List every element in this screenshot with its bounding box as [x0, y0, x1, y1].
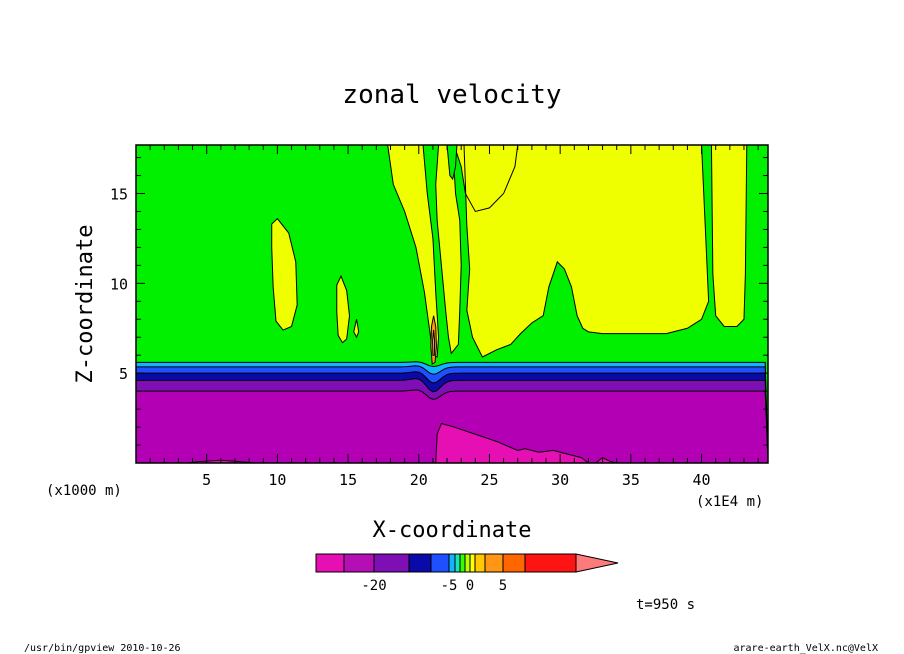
y-tick-label: 10	[110, 275, 128, 293]
region-yellow-blob-15	[353, 319, 360, 339]
colorbar-box	[524, 553, 577, 573]
colorbar-box	[469, 553, 476, 573]
y-axis: 5 10 15	[110, 157, 768, 446]
colorbar-box	[502, 553, 526, 573]
plot-frame	[135, 144, 769, 464]
x-tick-label: 40	[693, 471, 711, 489]
colorbar-tick-label: 5	[499, 578, 507, 594]
contour-plot	[136, 145, 768, 463]
x-tick-label: 35	[622, 471, 640, 489]
colorbar-tick-label: 0	[466, 578, 474, 594]
colorbar-box	[408, 553, 432, 573]
colorbar-box	[343, 553, 375, 573]
y-tick-label: 5	[119, 365, 128, 383]
colorbar	[315, 553, 619, 573]
colorbar-box	[430, 553, 450, 573]
region-yellow-blob-10	[271, 217, 298, 331]
x-tick-label: 15	[339, 471, 357, 489]
x-unit-left: (x1000 m)	[46, 483, 122, 499]
colorbar-box	[464, 553, 471, 573]
colorbar-box	[448, 553, 456, 573]
region-magenta-right	[594, 457, 617, 463]
colorbar-box	[474, 553, 486, 573]
colorbar-box	[373, 553, 410, 573]
colorbar-tick-label: -20	[361, 578, 386, 594]
x-tick-label: 5	[202, 471, 211, 489]
colorbar-box	[484, 553, 504, 573]
chart-title: zonal velocity	[342, 80, 561, 110]
colorbar-box	[459, 553, 466, 573]
footer-right: arare-earth_VelX.nc@VelX	[734, 643, 879, 654]
y-tick-label: 15	[110, 186, 128, 204]
colorbar-box	[315, 553, 345, 573]
x-axis-label: X-coordinate	[373, 518, 532, 543]
time-label: t=950 s	[636, 597, 695, 613]
region-pink-core	[432, 330, 436, 356]
colorbar-tick-label: -5	[441, 578, 458, 594]
region-magenta-center	[435, 422, 590, 463]
region-yellow-blob-14	[336, 274, 350, 344]
x-tick-label: 10	[268, 471, 286, 489]
x-tick-label: 20	[410, 471, 428, 489]
x-tick-label: 25	[480, 471, 498, 489]
colorbar-labels: -20 -5 0 5	[361, 578, 507, 594]
region-yellow-column	[710, 145, 748, 327]
x-axis: 5 10 15 20 25 30 35 40	[149, 145, 759, 489]
y-axis-label: Z-coordinate	[73, 225, 98, 384]
region-yellow-main	[453, 145, 710, 358]
colorbar-extend-arrow	[575, 553, 619, 573]
footer-left: /usr/bin/gpview 2010-10-26	[24, 643, 181, 654]
x-tick-label: 30	[551, 471, 569, 489]
region-yellow-center-plume	[435, 145, 462, 355]
region-green-pocket-1	[446, 145, 458, 181]
colorbar-box	[454, 553, 461, 573]
x-unit-right: (x1E4 m)	[696, 494, 763, 510]
